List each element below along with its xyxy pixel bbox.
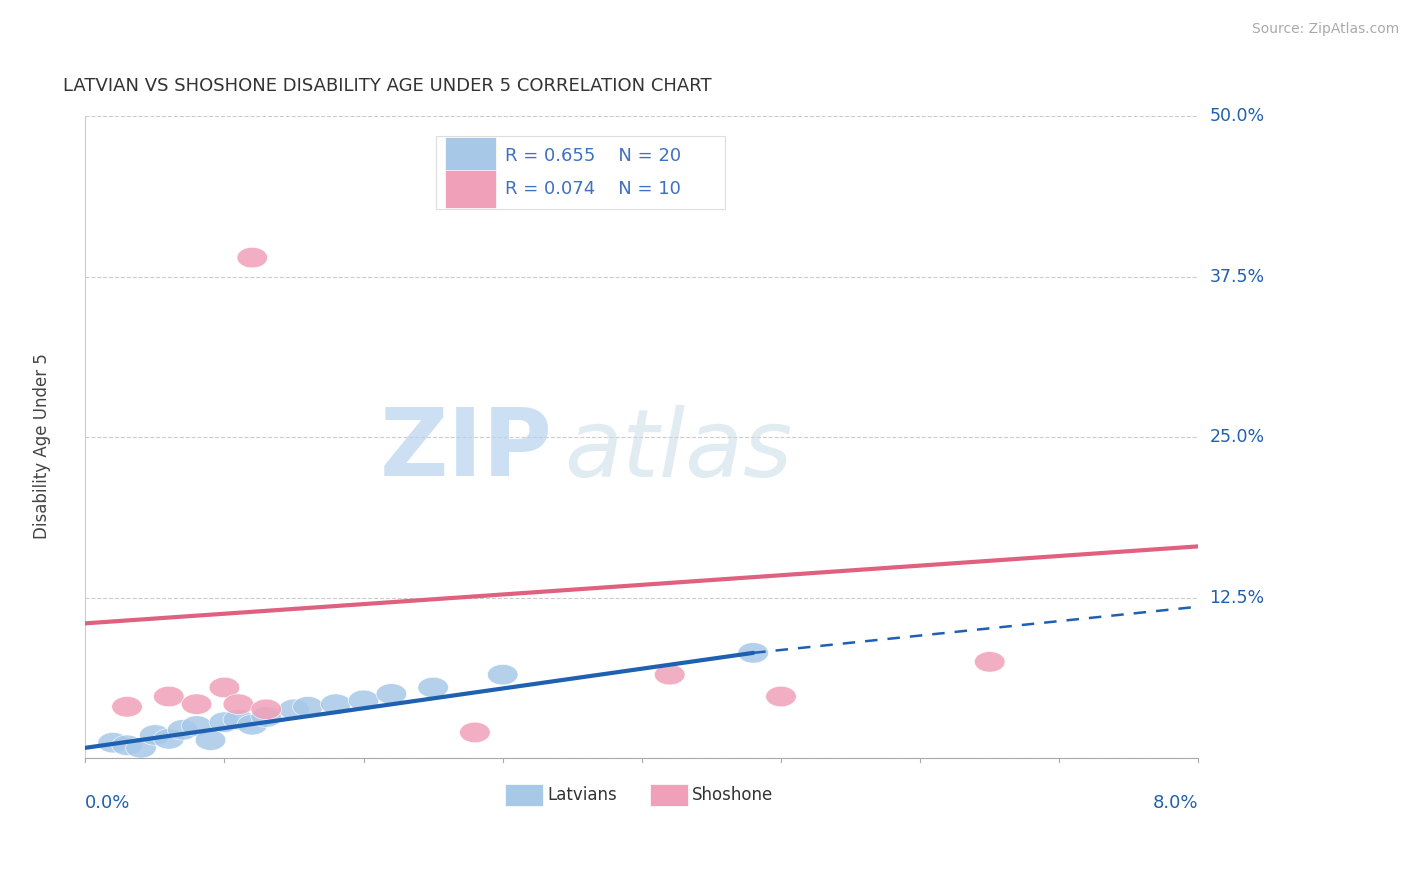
Ellipse shape bbox=[488, 665, 517, 685]
Text: Source: ZipAtlas.com: Source: ZipAtlas.com bbox=[1251, 22, 1399, 37]
Ellipse shape bbox=[460, 723, 491, 743]
Text: 0.0%: 0.0% bbox=[86, 794, 131, 812]
FancyBboxPatch shape bbox=[505, 784, 543, 805]
Ellipse shape bbox=[238, 714, 267, 735]
Ellipse shape bbox=[209, 712, 240, 732]
Text: Latvians: Latvians bbox=[547, 786, 617, 804]
Text: 50.0%: 50.0% bbox=[1209, 107, 1264, 126]
Ellipse shape bbox=[250, 699, 281, 720]
Ellipse shape bbox=[181, 694, 212, 714]
Ellipse shape bbox=[349, 690, 378, 711]
Text: Shoshone: Shoshone bbox=[692, 786, 773, 804]
Ellipse shape bbox=[181, 715, 212, 736]
Ellipse shape bbox=[139, 724, 170, 745]
Ellipse shape bbox=[654, 665, 685, 685]
FancyBboxPatch shape bbox=[650, 784, 688, 805]
Ellipse shape bbox=[153, 729, 184, 749]
Ellipse shape bbox=[125, 738, 156, 758]
FancyBboxPatch shape bbox=[444, 137, 496, 176]
Ellipse shape bbox=[195, 730, 226, 750]
Text: R = 0.074    N = 10: R = 0.074 N = 10 bbox=[505, 180, 681, 198]
Ellipse shape bbox=[250, 706, 281, 727]
Text: 12.5%: 12.5% bbox=[1209, 589, 1264, 607]
Ellipse shape bbox=[738, 642, 769, 663]
Text: ZIP: ZIP bbox=[380, 404, 553, 496]
Ellipse shape bbox=[111, 697, 142, 717]
Ellipse shape bbox=[209, 677, 240, 698]
Text: 37.5%: 37.5% bbox=[1209, 268, 1264, 285]
Ellipse shape bbox=[153, 686, 184, 706]
Ellipse shape bbox=[292, 697, 323, 717]
Ellipse shape bbox=[224, 709, 253, 730]
Ellipse shape bbox=[167, 720, 198, 740]
Ellipse shape bbox=[418, 677, 449, 698]
Text: LATVIAN VS SHOSHONE DISABILITY AGE UNDER 5 CORRELATION CHART: LATVIAN VS SHOSHONE DISABILITY AGE UNDER… bbox=[63, 78, 711, 95]
Text: Disability Age Under 5: Disability Age Under 5 bbox=[34, 353, 51, 539]
Text: atlas: atlas bbox=[564, 405, 792, 496]
Ellipse shape bbox=[377, 683, 406, 704]
Ellipse shape bbox=[224, 694, 253, 714]
Ellipse shape bbox=[98, 732, 128, 753]
Text: R = 0.655    N = 20: R = 0.655 N = 20 bbox=[505, 147, 681, 165]
Ellipse shape bbox=[278, 699, 309, 720]
Ellipse shape bbox=[974, 651, 1005, 672]
Ellipse shape bbox=[766, 686, 796, 706]
Text: 25.0%: 25.0% bbox=[1209, 428, 1264, 446]
Ellipse shape bbox=[111, 735, 142, 756]
Text: 8.0%: 8.0% bbox=[1153, 794, 1198, 812]
FancyBboxPatch shape bbox=[436, 136, 725, 210]
FancyBboxPatch shape bbox=[444, 169, 496, 208]
Ellipse shape bbox=[321, 694, 352, 714]
Ellipse shape bbox=[238, 247, 267, 268]
